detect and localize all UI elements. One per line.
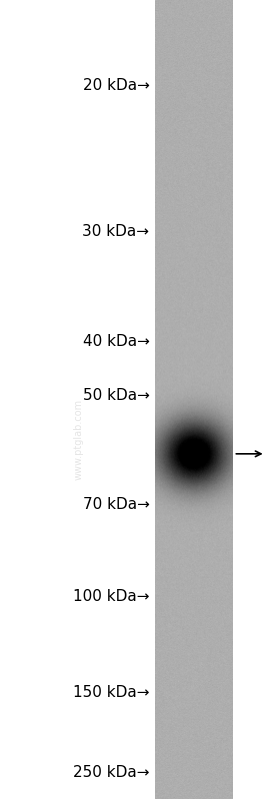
Text: 250 kDa→: 250 kDa→ [73, 765, 150, 780]
Text: www.ptglab.com: www.ptglab.com [73, 399, 83, 480]
Text: 40 kDa→: 40 kDa→ [83, 335, 150, 349]
Text: 20 kDa→: 20 kDa→ [83, 78, 150, 93]
Text: 50 kDa→: 50 kDa→ [83, 388, 150, 403]
Text: 30 kDa→: 30 kDa→ [82, 225, 150, 239]
Text: 100 kDa→: 100 kDa→ [73, 590, 150, 604]
Text: 70 kDa→: 70 kDa→ [83, 498, 150, 512]
Text: 150 kDa→: 150 kDa→ [73, 686, 150, 700]
